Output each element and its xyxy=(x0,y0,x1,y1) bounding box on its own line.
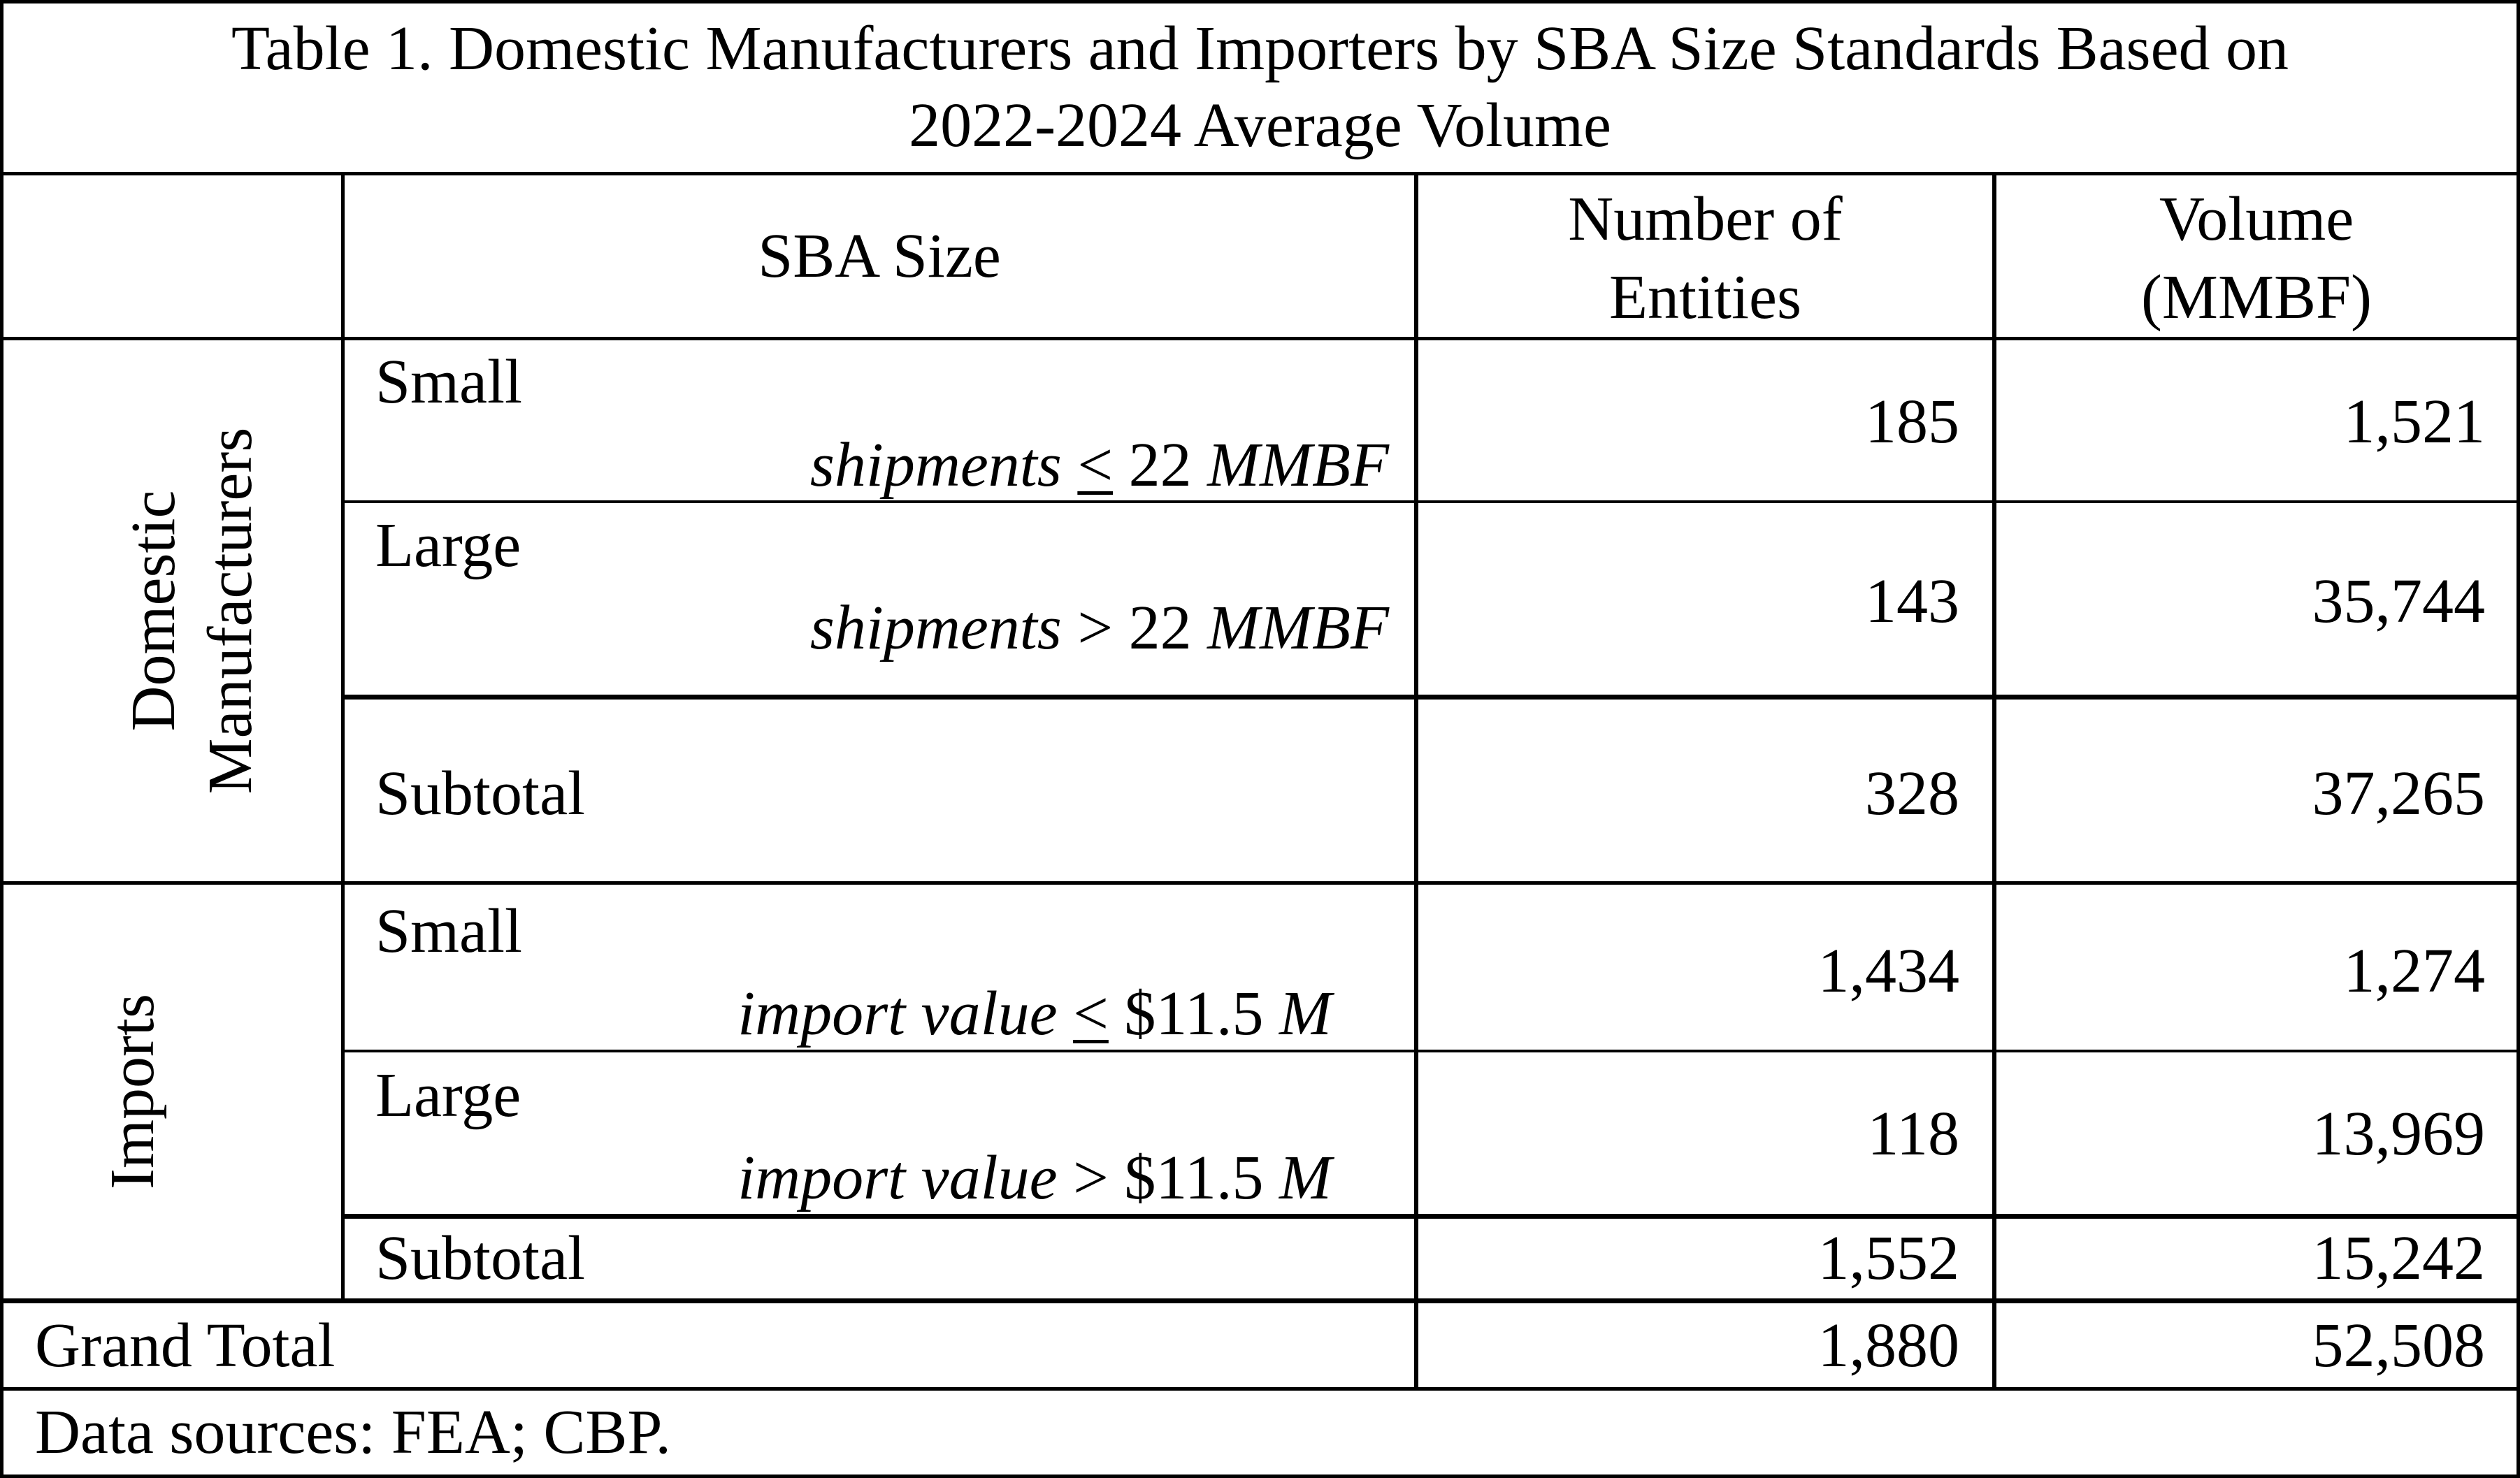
imports-large-volume: 13,969 xyxy=(2312,1099,2486,1168)
domestic-large-volume: 35,744 xyxy=(2312,567,2486,636)
domestic-small-entities: 185 xyxy=(1865,387,1959,456)
imports-small-crit-op: < xyxy=(1073,979,1109,1048)
domestic-small-crit-post: 22 xyxy=(1113,430,1208,500)
domestic-small-crit-op: < xyxy=(1077,430,1114,500)
rule-bottom xyxy=(0,1475,2520,1478)
group-imports: Imports xyxy=(98,994,167,1189)
table-title-line2: 2022-2024 Average Volume xyxy=(909,91,1611,160)
rule-below-title xyxy=(0,172,2520,175)
grand-total-volume: 52,508 xyxy=(2312,1311,2486,1380)
imports-large-crit-op: > xyxy=(1073,1143,1109,1212)
domestic-large-crit-op: > xyxy=(1077,593,1114,662)
table-title-line1: Table 1. Domestic Manufacturers and Impo… xyxy=(231,14,2289,83)
imports-small-label: Small xyxy=(375,897,523,966)
imports-subtotal-volume: 15,242 xyxy=(2312,1224,2486,1293)
grand-total-label: Grand Total xyxy=(35,1311,336,1380)
domestic-subtotal-volume: 37,265 xyxy=(2312,759,2486,828)
rule-top xyxy=(0,0,2520,3)
rule-imp-large xyxy=(343,1214,2520,1219)
header-sba-size: SBA Size xyxy=(758,222,1001,291)
imports-large-crit-pre: import value xyxy=(737,1143,1074,1212)
domestic-large-crit-post: 22 xyxy=(1113,593,1208,662)
rule-below-header xyxy=(0,337,2520,340)
imports-small-crit-unit: M xyxy=(1279,979,1332,1048)
domestic-small-crit-pre: shipments xyxy=(809,430,1078,500)
domestic-subtotal-label: Subtotal xyxy=(375,759,586,828)
domestic-large-crit-pre: shipments xyxy=(809,593,1078,662)
domestic-large-label: Large xyxy=(375,511,521,580)
domestic-large-criterion: shipments > 22 MMBF xyxy=(344,589,1389,667)
imports-large-entities: 118 xyxy=(1867,1099,1959,1168)
imports-large-criterion: import value > $11.5 M xyxy=(344,1139,1332,1217)
domestic-small-criterion: shipments < 22 MMBF xyxy=(344,426,1389,505)
rule-imp-small xyxy=(343,1050,2520,1052)
header-entities-line2: Entities xyxy=(1609,263,1801,332)
rule-size-col xyxy=(1414,172,1418,1389)
domestic-subtotal-entities: 328 xyxy=(1865,759,1959,828)
header-volume-line1: Volume xyxy=(2159,184,2354,254)
group-domestic-line2: Manufacturers xyxy=(196,427,265,795)
imports-small-crit-pre: import value xyxy=(737,979,1074,1048)
footnote: Data sources: FEA; CBP. xyxy=(35,1398,671,1467)
domestic-small-crit-unit: MMBF xyxy=(1207,430,1389,500)
imports-subtotal-label: Subtotal xyxy=(375,1224,586,1293)
rule-dom-subtotal xyxy=(0,881,2520,885)
imports-large-label: Large xyxy=(375,1061,521,1130)
imports-small-volume: 1,274 xyxy=(2343,936,2486,1006)
rule-entities-col xyxy=(1992,172,1996,1389)
header-volume-line2: (MMBF) xyxy=(2140,263,2373,332)
group-domestic-line1: Domestic xyxy=(119,490,188,732)
imports-small-entities: 1,434 xyxy=(1817,936,1960,1006)
imports-large-crit-post: $11.5 xyxy=(1108,1143,1280,1212)
rule-imp-subtotal xyxy=(0,1298,2520,1303)
imports-large-crit-unit: M xyxy=(1279,1143,1332,1212)
rule-group-col xyxy=(341,172,345,1301)
rule-right xyxy=(2517,0,2520,1478)
domestic-large-entities: 143 xyxy=(1865,567,1959,636)
rule-dom-small xyxy=(343,500,2520,503)
imports-small-criterion: import value < $11.5 M xyxy=(344,975,1332,1053)
header-entities-line1: Number of xyxy=(1568,184,1843,254)
domestic-small-volume: 1,521 xyxy=(2343,387,2486,456)
domestic-small-label: Small xyxy=(375,347,523,416)
grand-total-entities: 1,880 xyxy=(1817,1311,1960,1380)
rule-left xyxy=(0,0,3,1478)
imports-subtotal-entities: 1,552 xyxy=(1817,1224,1960,1293)
rule-grand-total xyxy=(0,1387,2520,1391)
domestic-large-crit-unit: MMBF xyxy=(1207,593,1389,662)
rule-dom-large xyxy=(343,695,2520,700)
imports-small-crit-post: $11.5 xyxy=(1108,979,1280,1048)
